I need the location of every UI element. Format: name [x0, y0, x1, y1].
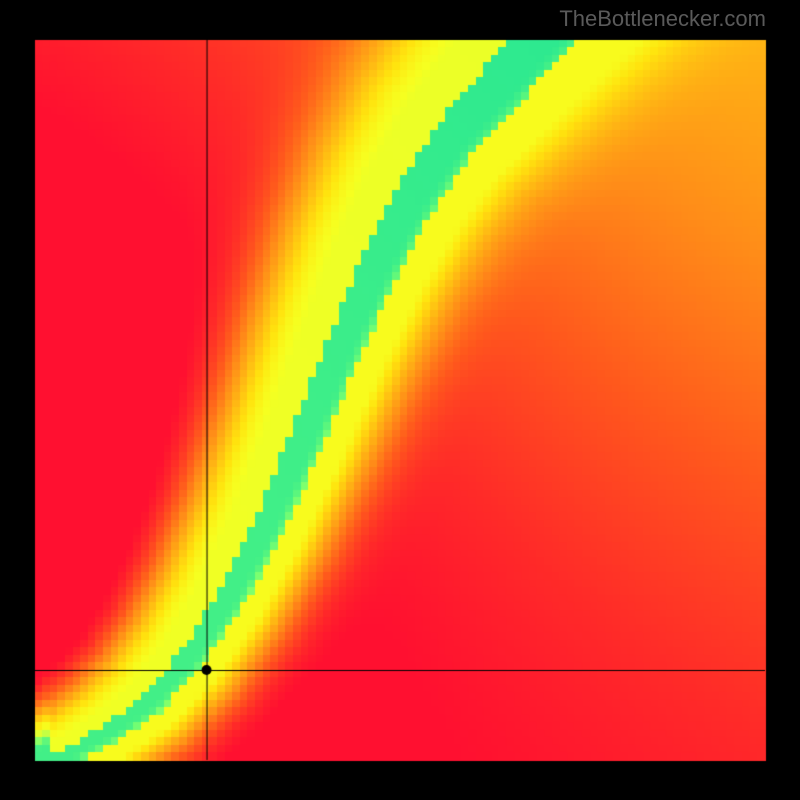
chart-container: TheBottlenecker.com	[0, 0, 800, 800]
watermark-text: TheBottlenecker.com	[559, 6, 766, 32]
heatmap-canvas	[0, 0, 800, 800]
